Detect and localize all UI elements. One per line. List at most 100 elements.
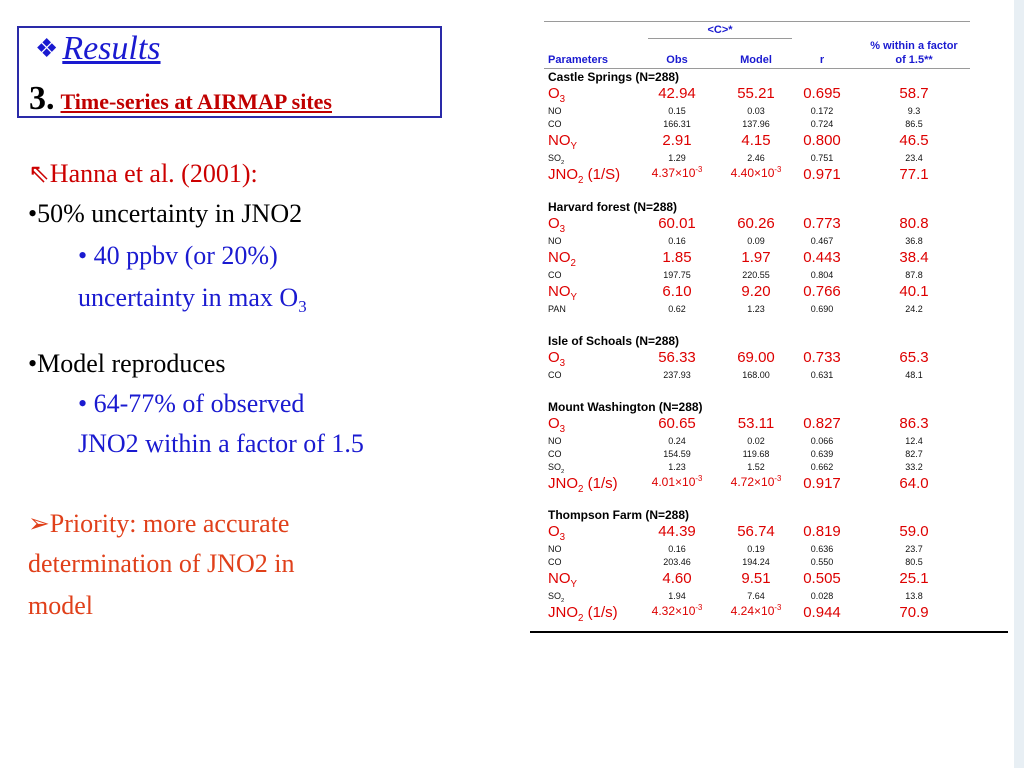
param-cell: JNO2 (1/s)	[548, 475, 618, 494]
site-name: Thompson Farm (N=288)	[548, 508, 690, 522]
r-cell: 0.773	[803, 215, 841, 232]
param-text: NO	[548, 283, 571, 300]
obs-cell: 4.37×10-3	[648, 166, 706, 180]
factor-cell: 23.4	[905, 153, 923, 163]
param-cell: NOY	[548, 283, 577, 302]
section-number: 3.	[29, 80, 55, 117]
param-cell: JNO2 (1/s)	[548, 604, 618, 623]
model-value: 4.15	[741, 132, 771, 149]
table-row: NO 0.16 0.19 0.636 23.7	[530, 544, 1008, 557]
table-row: NO 0.15 0.03 0.172 9.3	[530, 106, 1008, 119]
model-value: 1.23	[747, 304, 765, 314]
factor-cell: 64.0	[899, 475, 929, 492]
model-cell: 9.20	[728, 283, 784, 300]
sub-bullet-ppbv: • 40 ppbv (or 20%)	[78, 241, 278, 270]
factor-cell: 80.5	[905, 557, 923, 567]
header-model: Model	[740, 54, 772, 66]
r-cell: 0.695	[803, 85, 841, 102]
model-value: 56.74	[737, 523, 775, 540]
r-cell: 0.639	[810, 449, 834, 459]
param-text: NO	[548, 106, 562, 116]
table-row: JNO2 (1/s) 4.32×10-3 4.24×10-3 0.944 70.9	[530, 604, 1008, 625]
obs-cell: 1.23	[648, 462, 706, 472]
factor-cell: 86.3	[899, 415, 929, 432]
model-cell: 119.68	[728, 449, 784, 459]
table-row: SO2 1.23 1.52 0.662 33.2	[530, 462, 1008, 475]
priority-text: Priority: more accurate	[49, 509, 290, 538]
factor-cell: 38.4	[899, 249, 929, 266]
factor-cell: 58.7	[899, 85, 929, 102]
param-text: NO	[548, 236, 562, 246]
param-subscript: Y	[570, 141, 578, 152]
header-parameters: Parameters	[548, 54, 608, 66]
param-text: SO	[548, 153, 562, 163]
param-subscript: 3	[559, 94, 566, 105]
param-suffix: (1/S)	[583, 166, 621, 183]
obs-cell: 4.01×10-3	[648, 475, 706, 489]
priority-line1: ➢Priority: more accurate	[28, 508, 289, 540]
table-row: CO 197.75 220.55 0.804 87.8	[530, 270, 1008, 283]
param-subscript: 3	[559, 224, 566, 235]
obs-value: 6.10	[662, 283, 692, 300]
model-cell: 2.46	[728, 153, 784, 163]
model-cell: 69.00	[728, 349, 784, 366]
param-suffix: (1/s)	[583, 604, 618, 621]
r-cell: 0.804	[810, 270, 834, 280]
obs-value: 42.94	[658, 85, 696, 102]
obs-value: 60.65	[658, 415, 696, 432]
param-cell: SO2	[548, 591, 564, 604]
model-cell: 53.11	[728, 415, 784, 432]
param-suffix: (1/s)	[583, 475, 618, 492]
param-text: NO	[548, 132, 571, 149]
obs-value: 237.93	[663, 370, 691, 380]
model-cell: 55.21	[728, 85, 784, 102]
param-cell: CO	[548, 370, 562, 380]
r-cell: 0.066	[810, 436, 834, 446]
hanna-text: Hanna et al. (2001):	[49, 159, 258, 188]
r-cell: 0.733	[803, 349, 841, 366]
ppbv-line2-text: uncertainty in max O	[78, 283, 299, 312]
r-cell: 0.505	[803, 570, 841, 587]
obs-value: 1.23	[668, 462, 686, 472]
param-cell: SO2	[548, 153, 564, 166]
factor-cell: 48.1	[905, 370, 923, 380]
r-cell: 0.550	[810, 557, 834, 567]
header-factor-line2: of 1.5**	[895, 54, 933, 66]
section-subtitle: 3. Time-series at AIRMAP sites	[29, 80, 332, 118]
obs-exponent: -3	[695, 165, 703, 174]
table-row: NO 0.16 0.09 0.467 36.8	[530, 236, 1008, 249]
model-value: 0.02	[747, 436, 765, 446]
header-group-c: <C>*	[707, 24, 733, 36]
model-cell: 4.72×10-3	[728, 475, 784, 489]
arrow-up-left-icon: ⇖	[28, 159, 50, 188]
priority-line2: determination of JNO2 in	[28, 549, 295, 578]
table-row: NOY 4.60 9.51 0.505 25.1	[530, 570, 1008, 591]
title-box: ❖ Results 3. Time-series at AIRMAP sites	[17, 26, 442, 118]
model-cell: 194.24	[728, 557, 784, 567]
factor-cell: 70.9	[899, 604, 929, 621]
model-cell: 0.19	[728, 544, 784, 554]
param-cell: NO	[548, 544, 562, 554]
model-cell: 4.40×10-3	[728, 166, 784, 180]
param-text: NO	[548, 249, 571, 266]
param-cell: SO2	[548, 462, 564, 475]
param-text: O	[548, 349, 560, 366]
model-value: 55.21	[737, 85, 775, 102]
param-cell: CO	[548, 270, 562, 280]
param-cell: CO	[548, 119, 562, 129]
table-row: JNO2 (1/S) 4.37×10-3 4.40×10-3 0.971 77.1	[530, 166, 1008, 187]
factor-cell: 23.7	[905, 544, 923, 554]
model-value: 7.64	[747, 591, 765, 601]
param-cell: CO	[548, 557, 562, 567]
param-text: JNO	[548, 166, 578, 183]
model-value: 9.20	[741, 283, 771, 300]
table-row: O3 56.33 69.00 0.733 65.3	[530, 349, 1008, 370]
model-cell: 1.52	[728, 462, 784, 472]
bullet-model-reproduces: •Model reproduces	[28, 349, 226, 378]
header-group-rule	[648, 38, 792, 39]
obs-value: 166.31	[663, 119, 691, 129]
factor-cell: 86.5	[905, 119, 923, 129]
table-row: O3 44.39 56.74 0.819 59.0	[530, 523, 1008, 544]
param-text: PAN	[548, 304, 566, 314]
model-cell: 60.26	[728, 215, 784, 232]
